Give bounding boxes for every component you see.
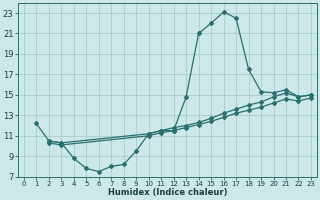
X-axis label: Humidex (Indice chaleur): Humidex (Indice chaleur)	[108, 188, 227, 197]
